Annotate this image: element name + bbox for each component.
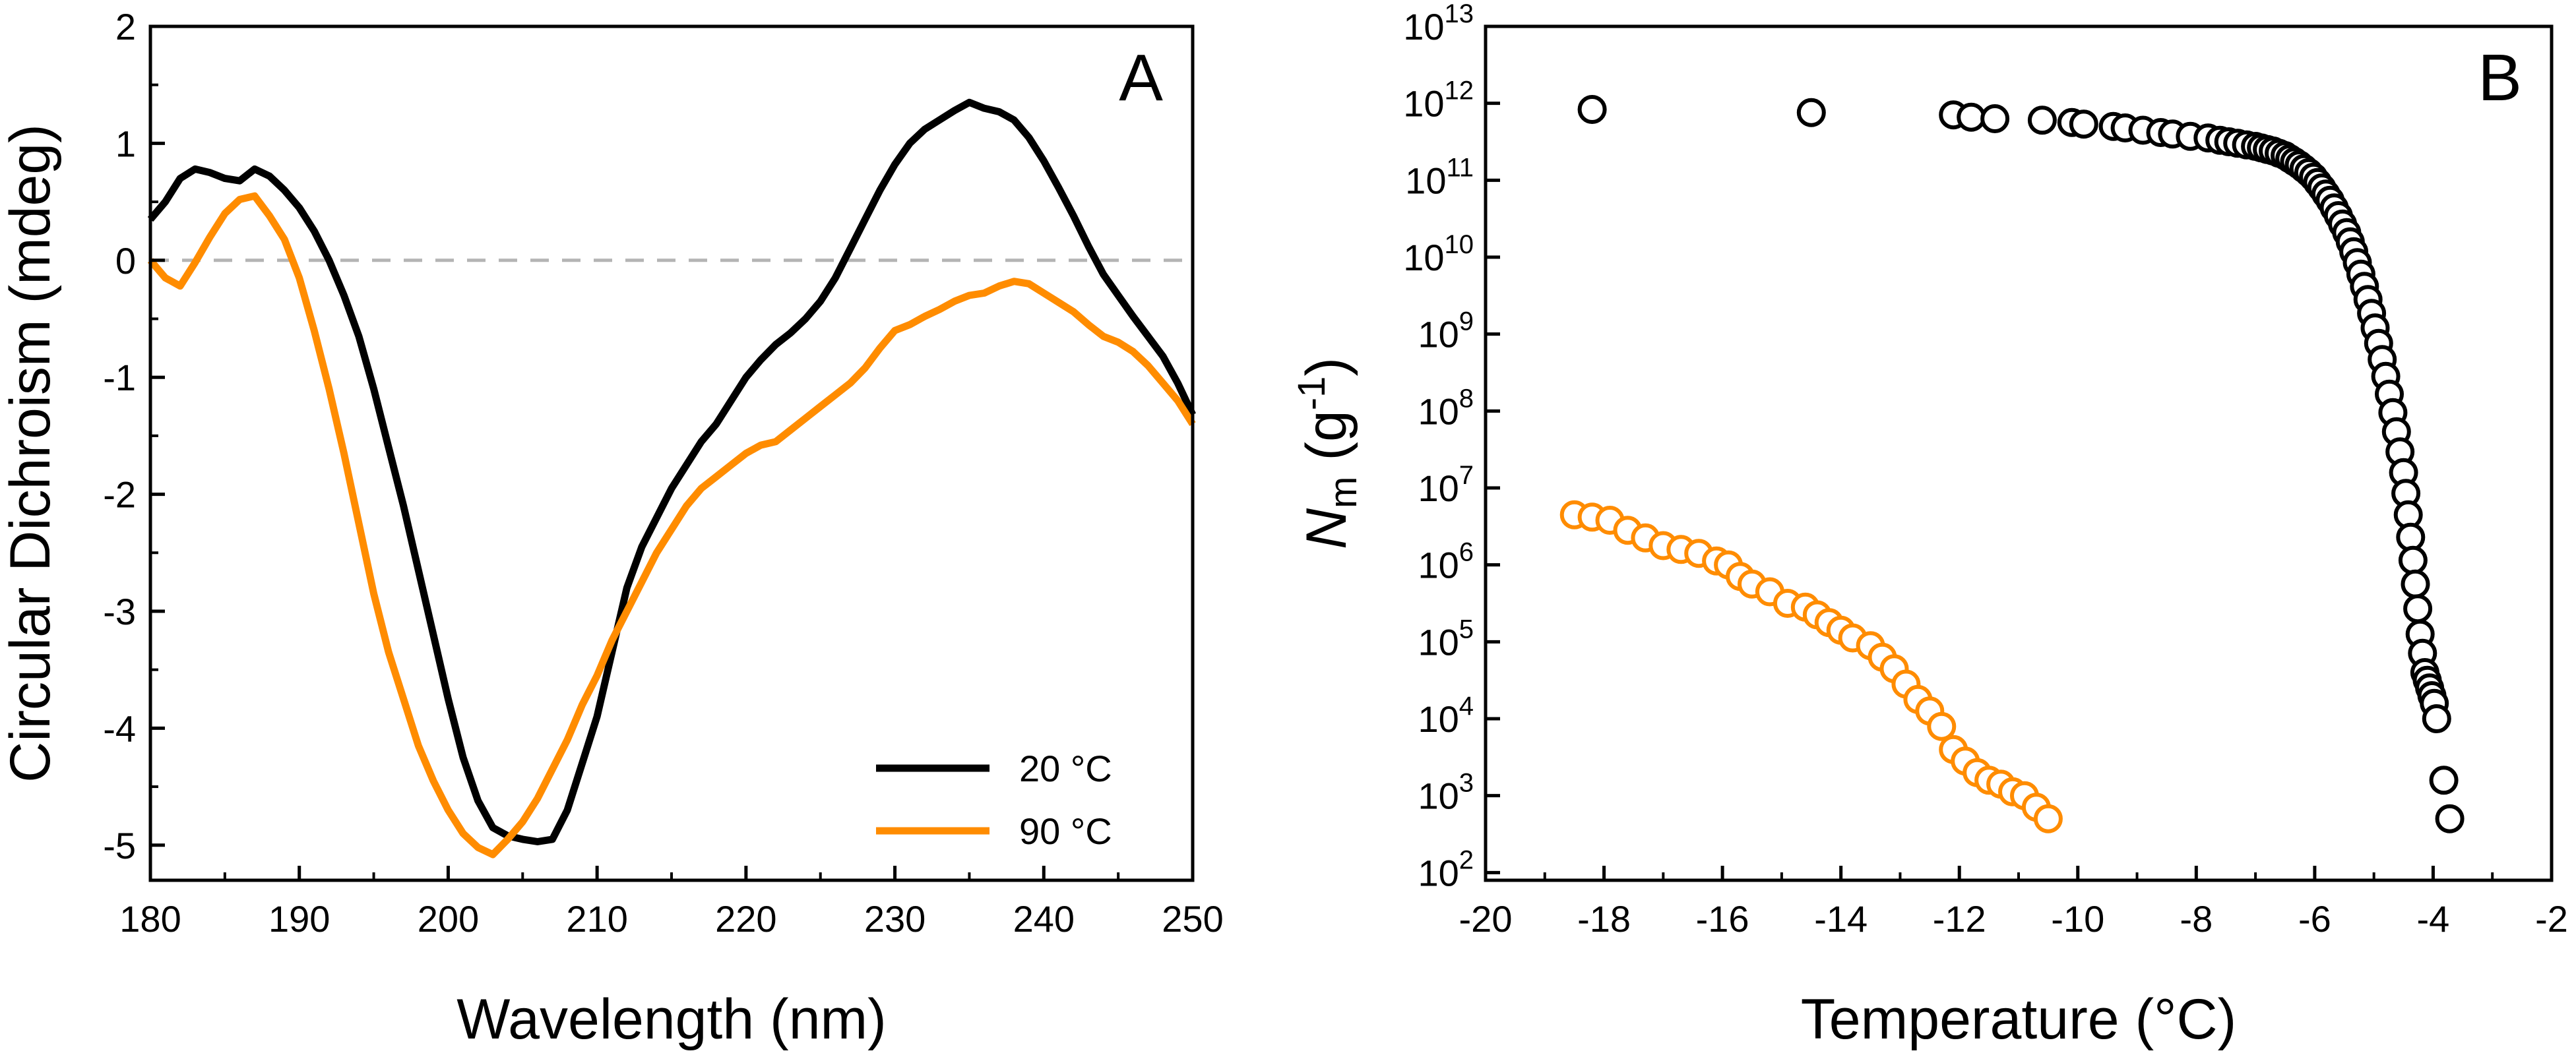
scatter-point-black <box>2435 804 2465 833</box>
y-tick-label: -4 <box>103 708 136 749</box>
x-tick-label: -2 <box>2535 898 2568 940</box>
x-tick-label: 220 <box>715 898 776 940</box>
x-tick-label: -20 <box>1459 898 1513 940</box>
x-tick-label: 250 <box>1162 898 1223 940</box>
y-tick-label: 102 <box>1418 845 1474 893</box>
panel-b-chart: -20 -18 -16 -14 -12 -10 -8 -6 -4 -2 102 103 104 105 10… <box>1290 0 2568 1051</box>
y-tick-label: 106 <box>1418 538 1474 586</box>
x-tick-label: 180 <box>119 898 181 940</box>
y-tick-label: 1010 <box>1403 230 1474 278</box>
panel-b-series-layer <box>1559 95 2465 833</box>
panel-b-y-label-superscript: -1 <box>1290 377 1333 411</box>
x-tick-label: -6 <box>2298 898 2331 940</box>
series-line-90c <box>147 192 1196 859</box>
scatter-point-black <box>2422 704 2451 733</box>
y-tick-label: 2 <box>115 6 136 47</box>
scatter-point-black <box>2401 569 2430 599</box>
x-tick-label: -18 <box>1577 898 1631 940</box>
panel-a-x-axis-label: Wavelength (nm) <box>456 988 887 1051</box>
x-tick-label: 230 <box>864 898 926 940</box>
x-tick-label: -10 <box>2051 898 2104 940</box>
y-tick-label: 109 <box>1418 307 1474 355</box>
scatter-point-black <box>2429 766 2459 795</box>
scatter-point-black <box>2398 545 2428 575</box>
scatter-point-black <box>1957 102 1986 132</box>
y-tick-label: 1012 <box>1403 76 1474 125</box>
scatter-point-orange <box>2033 804 2063 833</box>
y-tick-label: -1 <box>103 357 136 398</box>
scatter-point-black <box>2069 109 2098 139</box>
panel-b-y-label-subscript: m <box>1322 477 1365 508</box>
y-tick-label: 1011 <box>1405 153 1474 201</box>
panel-b-label: B <box>2478 41 2522 115</box>
scatter-point-orange <box>1927 711 1957 741</box>
y-tick-label: -5 <box>103 825 136 866</box>
panel-a-label: A <box>1119 41 1163 115</box>
scatter-point-black <box>1980 104 2010 133</box>
panel-a-y-axis-label: Circular Dichroism (mdeg) <box>0 124 62 783</box>
panel-b-y-label-symbol: N <box>1295 508 1358 549</box>
x-tick-label: 190 <box>268 898 330 940</box>
y-tick-label: 103 <box>1418 769 1474 817</box>
panel-a-ticks: 180 190 200 210 220 230 240 250 -5 -4 -3 -2 -1 0 1 2 <box>103 6 1224 940</box>
x-tick-label: -16 <box>1696 898 1749 940</box>
y-tick-label: 1 <box>115 123 136 164</box>
x-tick-label: -4 <box>2417 898 2450 940</box>
y-tick-label: 1013 <box>1403 0 1474 47</box>
panel-b-ticks: -20 -18 -16 -14 -12 -10 -8 -6 -4 -2 102 103 104 105 10… <box>1403 0 2568 940</box>
panel-b-y-label-close: ) <box>1295 357 1358 377</box>
series-line-20c <box>147 98 1196 845</box>
scatter-point-black <box>1577 95 1607 124</box>
y-tick-label: 107 <box>1418 461 1474 509</box>
panel-b-x-axis-label: Temperature (°C) <box>1801 988 2236 1051</box>
x-tick-label: -12 <box>1933 898 1986 940</box>
x-tick-label: 210 <box>566 898 627 940</box>
x-tick-label: 240 <box>1013 898 1075 940</box>
scatter-point-black <box>1796 98 1826 127</box>
scatter-point-black <box>2403 594 2433 624</box>
y-tick-label: 108 <box>1418 384 1474 432</box>
y-tick-label: 105 <box>1418 615 1474 663</box>
y-tick-label: -3 <box>103 591 136 632</box>
panel-a-legend: 20 °C 90 °C <box>876 748 1112 852</box>
y-tick-label: -2 <box>103 474 136 516</box>
panel-b-y-label-unit: (g <box>1295 410 1358 476</box>
x-tick-label: -14 <box>1814 898 1868 940</box>
y-tick-label: 0 <box>115 240 136 282</box>
panel-a-series-layer <box>147 98 1196 859</box>
panel-a-chart: 180 190 200 210 220 230 240 250-5-4-3-2-1012 A … <box>0 6 1224 1051</box>
y-tick-label: 104 <box>1418 692 1474 740</box>
legend-label: 20 °C <box>1019 748 1112 789</box>
legend-label: 90 °C <box>1019 810 1112 852</box>
scatter-point-black <box>2027 106 2057 135</box>
panel-b-y-axis-label: Nm (g-1) <box>1290 357 1365 549</box>
x-tick-label: 200 <box>418 898 479 940</box>
x-tick-label: -8 <box>2180 898 2213 940</box>
